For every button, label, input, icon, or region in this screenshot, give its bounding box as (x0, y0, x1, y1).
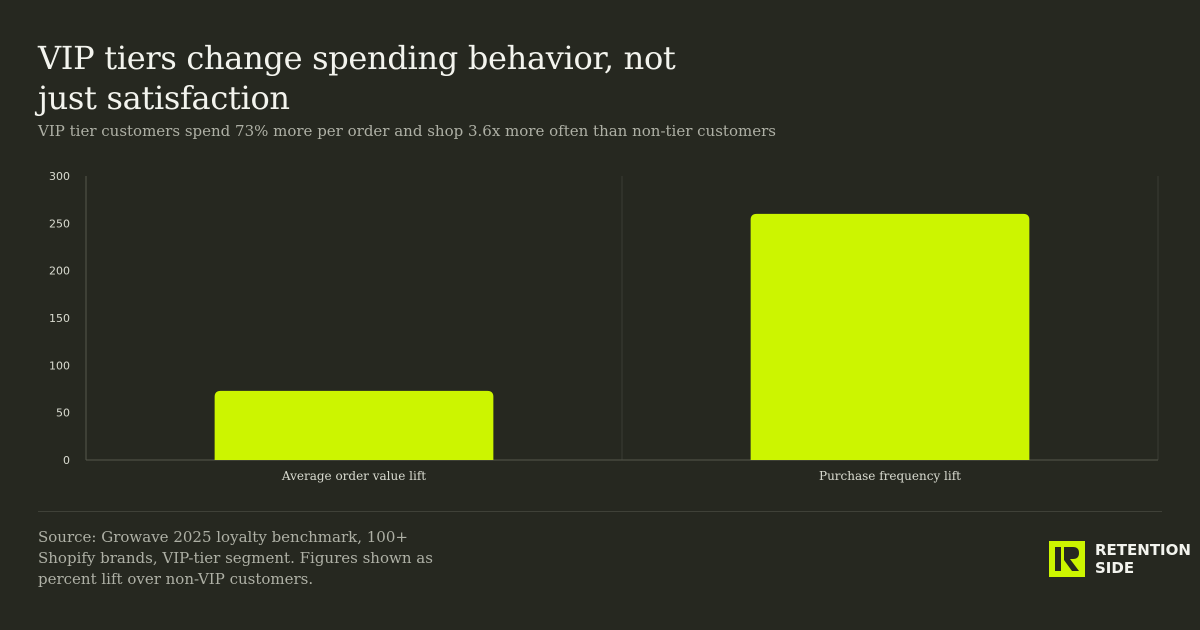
footer-divider (38, 511, 1162, 512)
chart-title: VIP tiers change spending behavior, not … (38, 39, 676, 117)
bar (214, 390, 494, 460)
y-tick-label: 200 (49, 265, 70, 278)
y-tick-label: 50 (56, 407, 70, 420)
x-tick-label: Average order value lift (281, 469, 426, 483)
brand-logo: RETENTION SIDE (1049, 541, 1191, 577)
source-note: Source: Growave 2025 loyalty benchmark, … (38, 528, 433, 588)
y-tick-label: 100 (49, 359, 70, 372)
y-tick-label: 150 (49, 312, 70, 325)
brand-name-line2: SIDE (1095, 559, 1135, 577)
x-tick-label: Purchase frequency lift (819, 469, 961, 483)
brand-name: RETENTION SIDE (1095, 541, 1191, 577)
y-tick-label: 250 (49, 217, 70, 230)
bar-chart: 0 50 100 150 200 250 300 Average order value li… (49, 170, 1159, 483)
brand-name-line1: RETENTION (1095, 541, 1191, 559)
y-tick-label: 300 (49, 170, 70, 183)
chart-subtitle: VIP tier customers spend 73% more per or… (38, 122, 776, 140)
retention-side-logo-icon (1049, 541, 1085, 577)
bar (750, 213, 1030, 460)
y-tick-label: 0 (63, 454, 70, 467)
